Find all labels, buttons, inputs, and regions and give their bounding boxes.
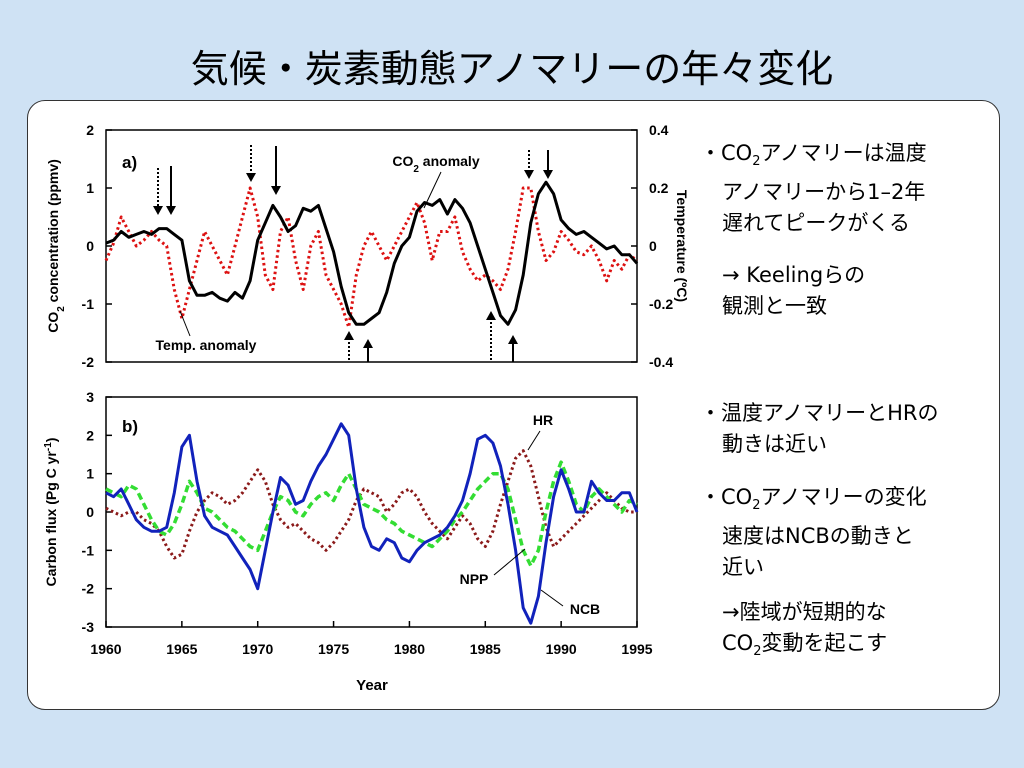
- panel-a-ytick-label-right: 0.2: [649, 180, 669, 196]
- panel-a-frame: [105, 129, 638, 363]
- panel-b-xtick-label: 1995: [621, 641, 652, 657]
- note-line: ・CO2アノマリーの変化: [700, 485, 927, 514]
- arrow-solid-1971-down: [271, 146, 281, 195]
- co2-anomaly-leader: [423, 171, 442, 209]
- panel-a-ytick-label-left: 2: [86, 122, 94, 138]
- note-line: → Keelingらの: [722, 263, 866, 287]
- note-line: ・CO2アノマリーは温度: [700, 141, 927, 170]
- panel-a-ytick-label-left: -1: [82, 296, 95, 312]
- panel-b-ytick-label: 3: [86, 389, 94, 405]
- note-line: 観測と一致: [722, 294, 827, 318]
- panel-b-ytick-label: 1: [86, 466, 94, 482]
- panel-b-ylabel: Carbon flux (Pg C yr-1): [43, 438, 60, 587]
- slide-title: 気候・炭素動態アノマリーの年々変化: [190, 47, 834, 91]
- panel-a-ylabel-right: Temperature (ºC): [674, 190, 690, 302]
- arrow-solid-1977-up: [363, 339, 373, 362]
- note-line: →陸域が短期的な: [722, 600, 887, 624]
- panel-b-ytick-label: 2: [86, 427, 94, 443]
- panel-b-xtick-label: 1990: [546, 641, 577, 657]
- arrow-solid-1989-down: [543, 150, 553, 179]
- note-line: 動きは近い: [722, 432, 827, 456]
- panel-b-xtick-label: 1980: [394, 641, 425, 657]
- panel-b-ytick-label: -1: [82, 542, 95, 558]
- panel-b-ytick-label: -2: [82, 581, 95, 597]
- ncb-label: NCB: [570, 601, 600, 617]
- ncb-line: [105, 422, 639, 625]
- panel-a-ytick-label-right: -0.4: [649, 354, 673, 370]
- ncb-leader: [540, 589, 564, 607]
- panel-a-ytick-label-right: 0.4: [649, 122, 669, 138]
- note-block-1: ・CO2アノマリーは温度 アノマリーから1–2年 遅れてピークがくる: [700, 138, 927, 239]
- note-block-3: ・温度アノマリーとHRの 動きは近い: [700, 398, 939, 460]
- panel-a-ytick-label-left: -2: [82, 354, 95, 370]
- panel-b-frame: [105, 396, 638, 628]
- panel-b-xtick-label: 1985: [470, 641, 501, 657]
- co2-anomaly-label: CO2 anomaly: [392, 153, 479, 175]
- npp-label: NPP: [460, 571, 489, 587]
- panel-a-ytick-label-right: -0.2: [649, 296, 673, 312]
- panel-b-xtick-label: 1970: [242, 641, 273, 657]
- arrow-dotted-1963-down: [153, 168, 163, 215]
- panel-b-xlabel: Year: [356, 677, 388, 694]
- note-line: アノマリーから1–2年: [722, 180, 926, 205]
- note-line: ・温度アノマリーとHRの: [700, 401, 939, 425]
- hr-label: HR: [533, 412, 553, 428]
- npp-leader: [493, 548, 526, 576]
- panel-a-ytick-label-right: 0: [649, 238, 657, 254]
- content-panel: [27, 100, 1000, 710]
- hr-line: [105, 449, 637, 560]
- panel-a-ytick-label-left: 0: [86, 238, 94, 254]
- note-block-4: ・CO2アノマリーの変化 速度はNCBの動きと 近い: [700, 482, 927, 583]
- note-line: CO2変動を起こす: [722, 631, 888, 660]
- panel-a-label: a): [122, 153, 137, 172]
- co2-anomaly-line: [105, 180, 639, 326]
- temp-anomaly-label: Temp. anomaly: [156, 337, 257, 353]
- panel-b-ytick-label: -3: [82, 619, 95, 635]
- panel-a-ytick-label-left: 1: [86, 180, 94, 196]
- temp-anomaly-leader: [179, 310, 191, 337]
- note-block-2: → Keelingらの 観測と一致: [722, 260, 865, 322]
- arrow-dotted-1976-up: [344, 331, 354, 362]
- panel-b-ytick-label: 0: [86, 504, 94, 520]
- arrow-dotted-1985-up: [486, 311, 496, 362]
- panel-b-label: b): [122, 417, 138, 436]
- panel-b-xtick-label: 1960: [90, 641, 121, 657]
- panel-b-xtick-label: 1975: [318, 641, 349, 657]
- note-line: 近い: [722, 555, 764, 580]
- arrow-dotted-1969-down: [246, 145, 256, 182]
- arrow-dotted-1987-down: [524, 150, 534, 179]
- arrow-solid-1964-down: [166, 166, 176, 215]
- note-line: 遅れてピークがくる: [722, 211, 910, 236]
- panel-a-ylabel-left: CO2 concentration (ppmv): [45, 159, 67, 333]
- hr-leader: [527, 430, 541, 451]
- arrow-solid-1986-up: [508, 335, 518, 362]
- panel-b-xtick-label: 1965: [166, 641, 197, 657]
- note-line: 速度はNCBの動きと: [722, 524, 914, 549]
- note-block-5: →陸域が短期的な CO2変動を起こす: [722, 597, 887, 667]
